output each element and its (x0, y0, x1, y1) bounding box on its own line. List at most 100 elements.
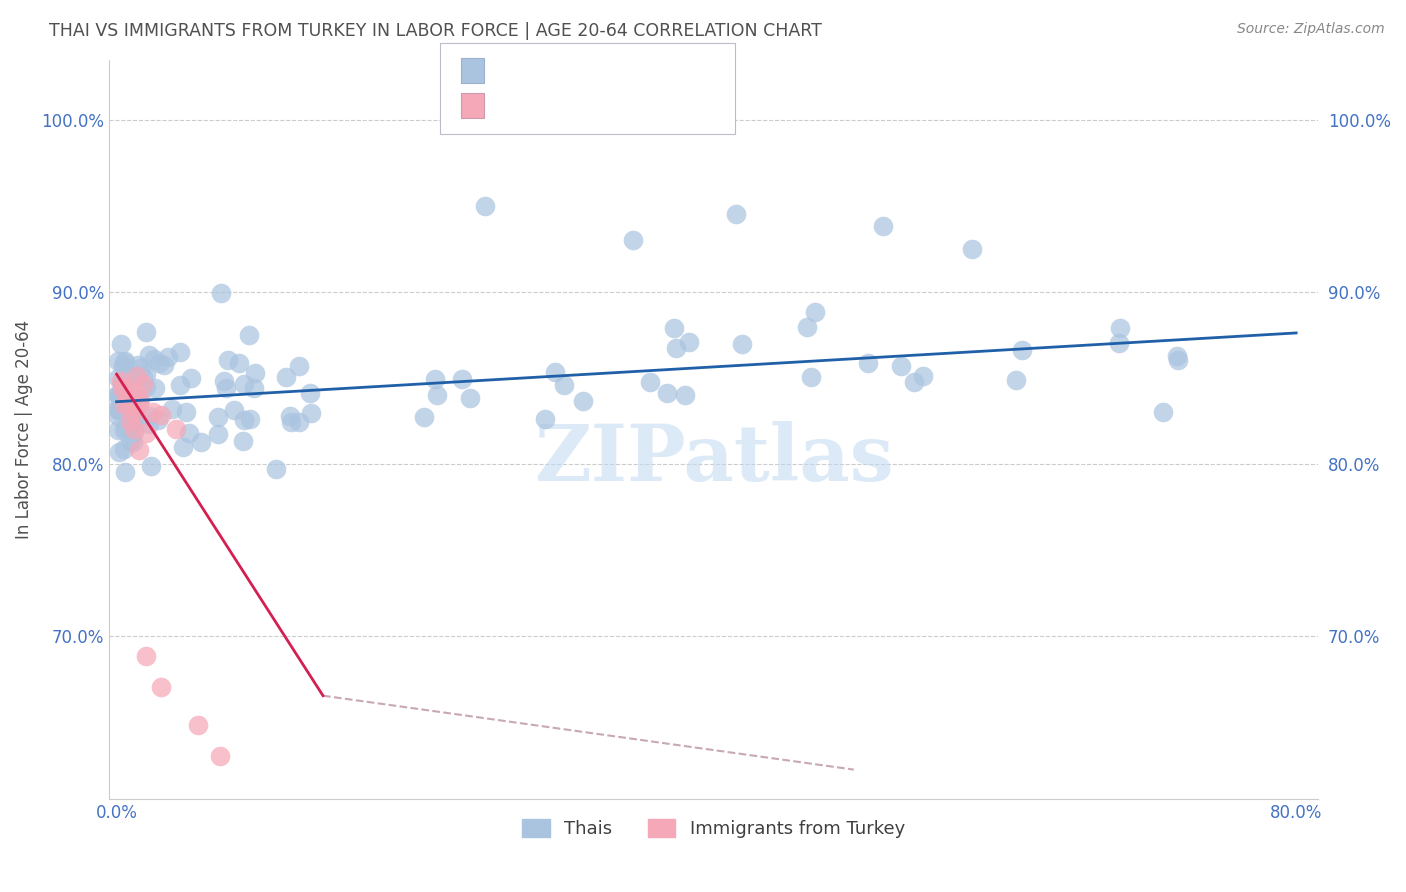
Point (127, 358, 149, 372)
Point (118, 419, 141, 434)
Point (243, 367, 266, 381)
Point (120, 404, 142, 418)
Point (135, 325, 157, 339)
Point (138, 348, 160, 362)
Point (278, 409, 301, 423)
Point (890, 359, 912, 374)
Point (160, 401, 183, 416)
Point (143, 352, 166, 367)
Point (108, 445, 131, 459)
Point (143, 380, 166, 394)
Point (621, 233, 644, 247)
Point (129, 360, 152, 375)
Point (132, 370, 155, 384)
Point (169, 345, 191, 359)
Point (299, 406, 322, 420)
Point (107, 423, 129, 437)
Point (107, 401, 129, 415)
Point (135, 367, 157, 381)
Point (107, 387, 129, 401)
Point (228, 356, 250, 370)
Point (142, 405, 165, 419)
Point (238, 328, 260, 343)
Point (112, 359, 135, 374)
Point (274, 370, 297, 384)
Point (209, 285, 232, 300)
Point (1108, 336, 1130, 351)
Point (114, 422, 136, 436)
Point (796, 320, 818, 334)
Point (121, 396, 143, 410)
Point (208, 748, 231, 763)
Text: THAI VS IMMIGRANTS FROM TURKEY IN LABOR FORCE | AGE 20-64 CORRELATION CHART: THAI VS IMMIGRANTS FROM TURKEY IN LABOR … (49, 22, 823, 40)
Point (288, 359, 311, 373)
Point (107, 409, 129, 423)
Point (135, 425, 157, 440)
Point (117, 404, 139, 418)
Point (122, 422, 145, 436)
Point (125, 386, 148, 401)
Point (724, 207, 747, 221)
Point (534, 411, 557, 425)
Point (122, 434, 145, 449)
Point (107, 354, 129, 368)
Point (266, 462, 288, 476)
Point (112, 398, 135, 412)
Point (128, 442, 150, 457)
Point (426, 388, 449, 402)
Point (114, 465, 136, 479)
Point (117, 393, 139, 408)
Point (239, 412, 262, 426)
Point (107, 403, 129, 417)
Point (149, 409, 172, 423)
Point (120, 433, 142, 447)
Point (731, 337, 754, 351)
Point (120, 409, 142, 424)
Point (112, 442, 135, 457)
Point (107, 389, 129, 403)
Point (110, 337, 132, 351)
Point (911, 369, 934, 384)
Point (117, 392, 139, 406)
Point (450, 372, 472, 386)
Point (156, 351, 179, 365)
Point (553, 378, 575, 392)
Point (107, 371, 129, 385)
Point (243, 381, 266, 395)
Point (108, 396, 131, 410)
Point (172, 440, 194, 454)
Point (207, 427, 229, 442)
Text: ZIPatlas: ZIPatlas (534, 421, 894, 497)
Point (638, 375, 661, 389)
Point (127, 369, 149, 384)
Point (146, 412, 169, 426)
Text: Source: ZipAtlas.com: Source: ZipAtlas.com (1237, 22, 1385, 37)
Point (664, 320, 686, 334)
Point (298, 386, 321, 401)
Point (110, 389, 132, 403)
Point (122, 415, 145, 429)
Point (118, 387, 141, 401)
Point (117, 391, 139, 405)
Point (800, 370, 823, 384)
Point (179, 425, 201, 440)
Text: R =  0.332  N = 115: R = 0.332 N = 115 (495, 62, 676, 79)
Point (655, 386, 678, 401)
Point (1004, 374, 1026, 388)
Point (425, 372, 447, 386)
Point (544, 366, 567, 380)
Point (804, 305, 827, 319)
Point (118, 414, 141, 428)
Point (111, 381, 134, 395)
Point (903, 375, 925, 389)
Point (474, 199, 496, 213)
Text: R = -0.657  N =  21: R = -0.657 N = 21 (495, 96, 672, 114)
Point (128, 394, 150, 409)
Point (132, 377, 155, 392)
Point (111, 376, 134, 390)
Point (139, 459, 162, 474)
Point (135, 649, 157, 664)
Point (149, 680, 172, 694)
Point (665, 341, 688, 355)
Point (1152, 405, 1174, 419)
